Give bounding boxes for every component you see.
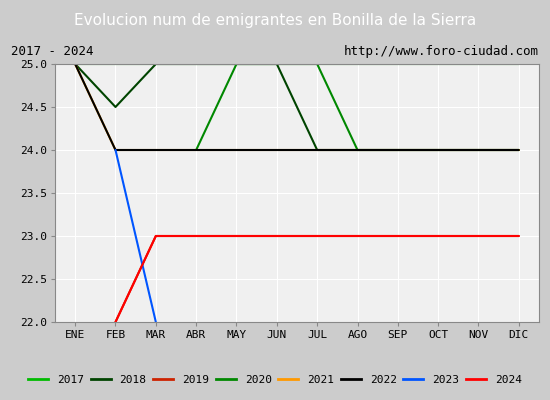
Text: Evolucion num de emigrantes en Bonilla de la Sierra: Evolucion num de emigrantes en Bonilla d… bbox=[74, 14, 476, 28]
Text: http://www.foro-ciudad.com: http://www.foro-ciudad.com bbox=[344, 45, 539, 58]
Legend: 2017, 2018, 2019, 2020, 2021, 2022, 2023, 2024: 2017, 2018, 2019, 2020, 2021, 2022, 2023… bbox=[24, 370, 526, 390]
Text: 2017 - 2024: 2017 - 2024 bbox=[11, 45, 94, 58]
